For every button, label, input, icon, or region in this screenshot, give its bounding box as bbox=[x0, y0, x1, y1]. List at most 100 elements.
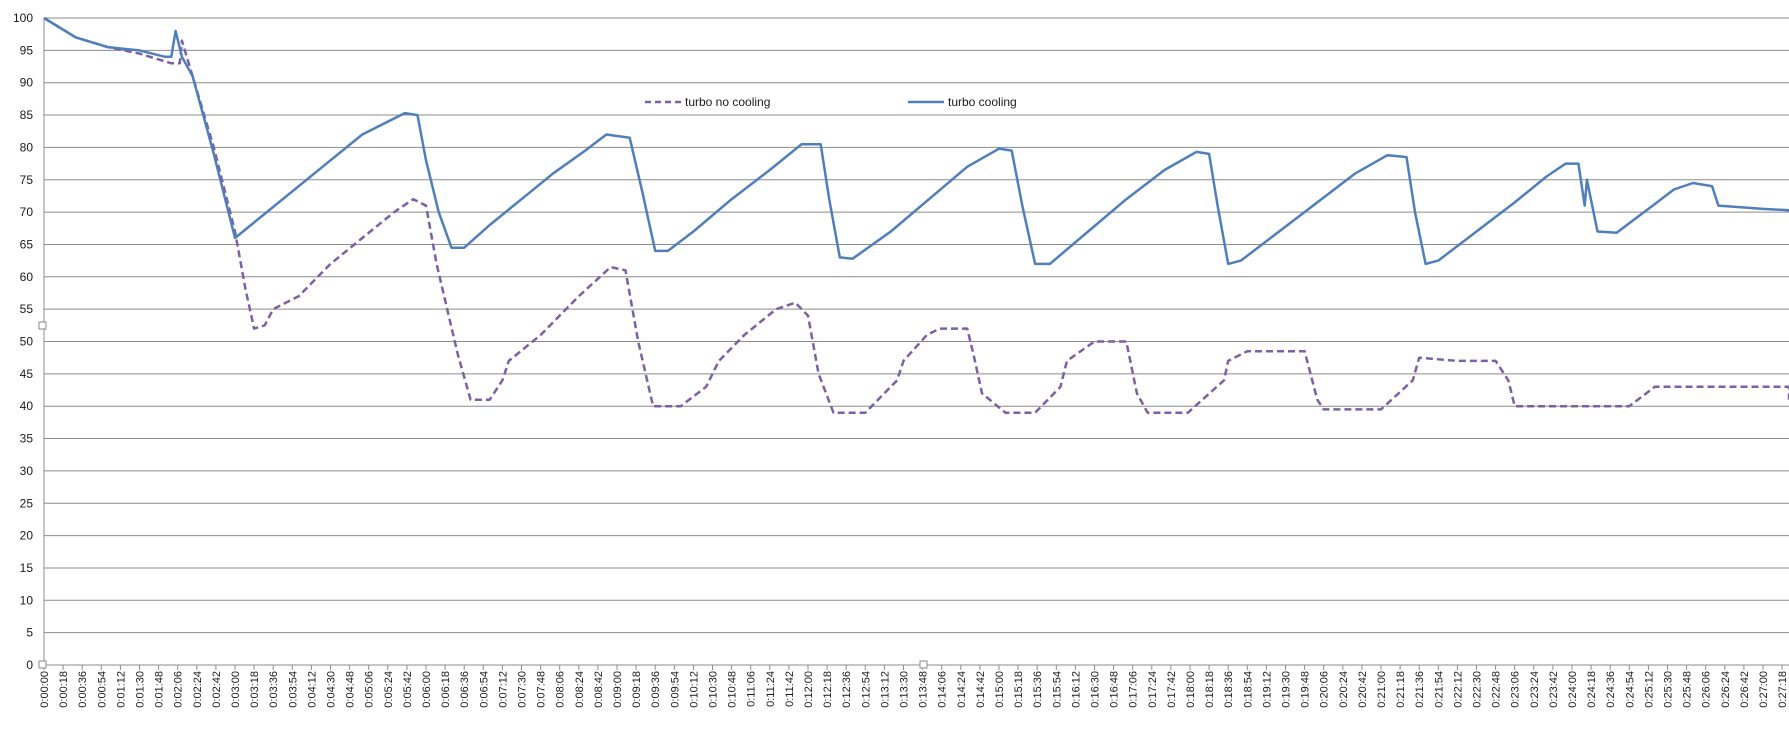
x-tick-label: 0:02:24 bbox=[192, 671, 204, 708]
x-tick-label: 0:19:48 bbox=[1300, 671, 1312, 708]
resize-handle-bottom bbox=[919, 660, 928, 669]
x-tick-label: 0:07:12 bbox=[497, 671, 509, 708]
series-line-turbo-no-cooling bbox=[43, 16, 1789, 414]
x-tick-label: 0:13:30 bbox=[899, 671, 911, 708]
x-tick-label: 0:12:36 bbox=[841, 671, 853, 708]
x-tick-label: 0:09:54 bbox=[669, 671, 681, 708]
legend-label-turbo-cooling: turbo cooling bbox=[948, 95, 1017, 109]
x-tick-label: 0:16:30 bbox=[1090, 671, 1102, 708]
x-tick-label: 0:01:30 bbox=[135, 671, 147, 708]
y-axis-tick-labels: 0 5 10 15 20 25 30 35 40 45 50 55 60 65 70 75 80 85 90 95 10… bbox=[13, 11, 33, 672]
x-tick-label: 0:04:48 bbox=[345, 671, 357, 708]
x-tick-label: 0:12:00 bbox=[803, 671, 815, 708]
x-tick-label: 0:04:30 bbox=[326, 671, 338, 708]
x-tick-label: 0:17:06 bbox=[1128, 671, 1140, 708]
x-tick-label: 0:10:30 bbox=[708, 671, 720, 708]
x-tick-label: 0:22:12 bbox=[1452, 671, 1464, 708]
y-tick-label: 65 bbox=[20, 237, 34, 251]
axes bbox=[43, 18, 1789, 670]
x-tick-label: 0:17:24 bbox=[1147, 671, 1159, 708]
x-tick-label: 0:16:12 bbox=[1070, 671, 1082, 708]
x-tick-label: 0:11:42 bbox=[784, 671, 796, 707]
x-tick-label: 0:18:54 bbox=[1242, 671, 1254, 708]
x-tick-label: 0:11:06 bbox=[746, 671, 758, 707]
x-tick-label: 0:02:06 bbox=[173, 671, 185, 708]
y-tick-label: 75 bbox=[20, 173, 34, 187]
x-tick-label: 0:02:42 bbox=[211, 671, 223, 708]
x-tick-label: 0:19:12 bbox=[1261, 671, 1273, 708]
x-tick-label: 0:26:42 bbox=[1739, 671, 1751, 708]
y-tick-label: 50 bbox=[20, 335, 34, 349]
x-tick-label: 0:20:06 bbox=[1319, 671, 1331, 708]
x-tick-label: 0:27:18 bbox=[1777, 671, 1789, 708]
x-tick-label: 0:09:36 bbox=[650, 671, 662, 708]
x-tick-label: 0:15:36 bbox=[1032, 671, 1044, 708]
x-tick-label: 0:07:48 bbox=[536, 671, 548, 708]
y-tick-label: 45 bbox=[20, 367, 34, 381]
x-tick-label: 0:19:30 bbox=[1281, 671, 1293, 708]
x-tick-label: 0:13:48 bbox=[918, 671, 930, 708]
y-tick-label: 0 bbox=[26, 658, 33, 672]
x-tick-label: 0:00:36 bbox=[77, 671, 89, 708]
y-tick-label: 90 bbox=[20, 76, 34, 90]
x-tick-label: 0:05:06 bbox=[364, 671, 376, 708]
y-tick-label: 80 bbox=[20, 140, 34, 154]
legend: turbo no cooling turbo cooling bbox=[645, 95, 1017, 109]
resize-handle-bottom-left bbox=[38, 660, 47, 669]
x-tick-label: 0:24:18 bbox=[1586, 671, 1598, 708]
x-tick-label: 0:03:18 bbox=[249, 671, 261, 708]
x-tick-label: 0:22:48 bbox=[1491, 671, 1503, 708]
x-tick-label: 0:23:06 bbox=[1510, 671, 1522, 708]
x-tick-label: 0:18:00 bbox=[1185, 671, 1197, 708]
resize-handle-left bbox=[38, 321, 47, 330]
y-tick-label: 60 bbox=[20, 270, 34, 284]
x-tick-label: 0:15:18 bbox=[1013, 671, 1025, 708]
x-tick-label: 0:15:00 bbox=[994, 671, 1006, 708]
x-tick-label: 0:06:18 bbox=[440, 671, 452, 708]
y-tick-label: 20 bbox=[20, 529, 34, 543]
x-tick-label: 0:03:54 bbox=[287, 671, 299, 708]
x-tick-label: 0:09:18 bbox=[631, 671, 643, 708]
y-tick-label: 70 bbox=[20, 205, 34, 219]
x-tick-label: 0:24:00 bbox=[1567, 671, 1579, 708]
x-tick-label: 0:14:24 bbox=[956, 671, 968, 708]
series-lines bbox=[43, 16, 1789, 414]
x-tick-label: 0:21:36 bbox=[1414, 671, 1426, 708]
x-tick-label: 0:25:48 bbox=[1682, 671, 1694, 708]
x-tick-label: 0:00:54 bbox=[96, 671, 108, 708]
series-line-turbo-cooling bbox=[43, 16, 1789, 266]
x-tick-label: 0:08:24 bbox=[574, 671, 586, 708]
x-tick-label: 0:14:42 bbox=[975, 671, 987, 708]
x-tick-label: 0:25:30 bbox=[1663, 671, 1675, 708]
y-tick-label: 55 bbox=[20, 302, 34, 316]
y-tick-label: 5 bbox=[26, 626, 33, 640]
x-tick-label: 0:10:48 bbox=[727, 671, 739, 708]
x-tick-label: 0:08:06 bbox=[555, 671, 567, 708]
x-tick-label: 0:18:36 bbox=[1223, 671, 1235, 708]
x-tick-label: 0:16:48 bbox=[1109, 671, 1121, 708]
x-tick-label: 0:25:12 bbox=[1643, 671, 1655, 708]
x-tick-label: 0:24:54 bbox=[1624, 671, 1636, 708]
x-tick-label: 0:12:18 bbox=[822, 671, 834, 708]
x-tick-label: 0:21:00 bbox=[1376, 671, 1388, 708]
y-tick-label: 10 bbox=[20, 593, 34, 607]
x-tick-label: 0:03:00 bbox=[230, 671, 242, 708]
y-tick-label: 95 bbox=[20, 43, 34, 57]
x-tick-label: 0:21:54 bbox=[1433, 671, 1445, 708]
x-axis-tick-labels: 0:00:00 0:00:18 0:00:36 0:00:54 0:01:12 0:01:… bbox=[39, 671, 1789, 708]
x-tick-label: 0:07:30 bbox=[517, 671, 529, 708]
x-tick-label: 0:00:00 bbox=[39, 671, 51, 708]
x-tick-label: 0:20:24 bbox=[1338, 671, 1350, 708]
x-tick-label: 0:26:24 bbox=[1720, 671, 1732, 708]
y-tick-label: 15 bbox=[20, 561, 34, 575]
x-tick-label: 0:01:48 bbox=[154, 671, 166, 708]
x-tick-label: 0:20:42 bbox=[1357, 671, 1369, 708]
x-tick-label: 0:23:42 bbox=[1548, 671, 1560, 708]
y-tick-label: 30 bbox=[20, 464, 34, 478]
x-tick-label: 0:06:36 bbox=[459, 671, 471, 708]
y-tick-label: 100 bbox=[13, 11, 33, 25]
x-tick-label: 0:05:42 bbox=[402, 671, 414, 708]
x-tick-label: 0:08:42 bbox=[593, 671, 605, 708]
y-tick-label: 85 bbox=[20, 108, 34, 122]
